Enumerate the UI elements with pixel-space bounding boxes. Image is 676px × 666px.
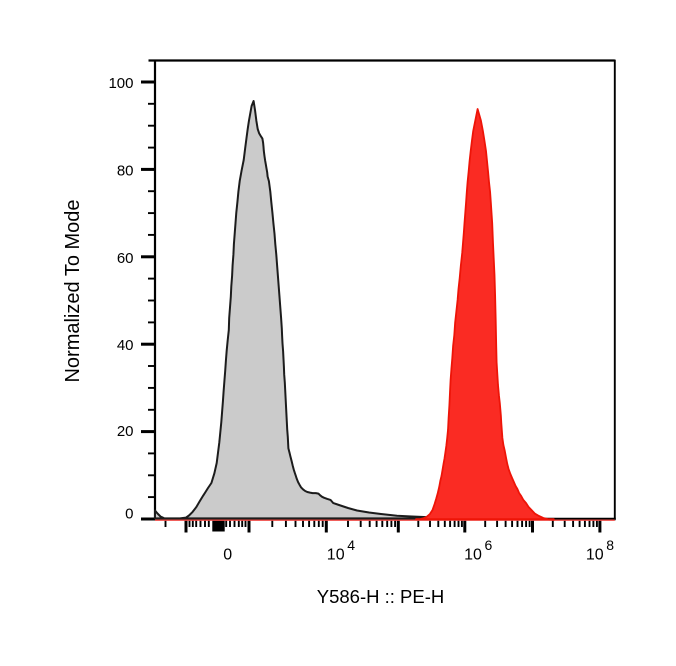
svg-text:Normalized To Mode: Normalized To Mode [62, 199, 84, 382]
svg-text:4: 4 [347, 537, 355, 553]
svg-text:10: 10 [464, 547, 482, 564]
svg-text:6: 6 [485, 537, 493, 553]
svg-text:8: 8 [606, 537, 614, 553]
svg-text:Y586-H :: PE-H: Y586-H :: PE-H [317, 586, 445, 607]
svg-text:0: 0 [125, 506, 133, 523]
svg-text:60: 60 [117, 250, 134, 267]
svg-text:10: 10 [586, 547, 604, 564]
svg-text:20: 20 [117, 423, 134, 440]
svg-text:40: 40 [117, 337, 134, 354]
svg-text:0: 0 [223, 547, 232, 564]
svg-text:10: 10 [327, 547, 345, 564]
svg-text:80: 80 [117, 162, 134, 179]
svg-text:100: 100 [108, 75, 133, 92]
